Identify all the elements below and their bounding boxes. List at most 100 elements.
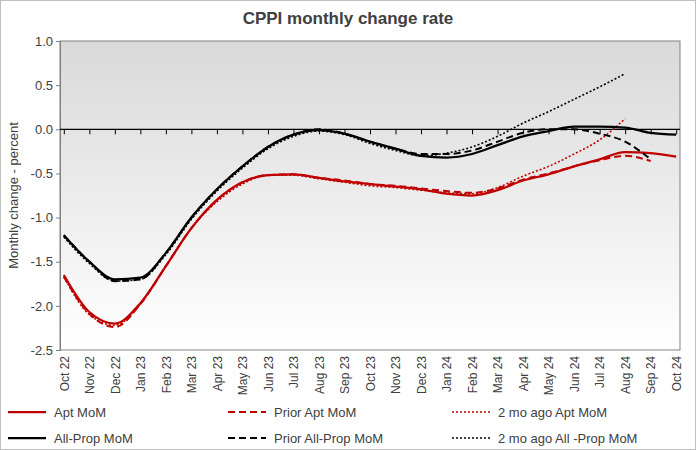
x-tick-mark (242, 129, 243, 134)
series-line (64, 119, 625, 326)
y-tick-label: 0.0 (35, 122, 53, 137)
x-tick-mark (166, 129, 167, 134)
x-tick-label: Apr 24 (517, 356, 531, 392)
legend-swatch (452, 437, 490, 439)
x-tick-mark (472, 129, 473, 134)
plot-area: -2.5-2.0-1.5-1.0-0.50.00.51.0Oct 22Nov 2… (31, 34, 684, 396)
y-tick-mark (56, 218, 60, 219)
x-tick-label: Oct 22 (58, 356, 72, 392)
legend-swatch (228, 437, 266, 439)
x-tick (268, 129, 269, 134)
x-tick-label: Mar 23 (185, 356, 199, 394)
y-tick-mark (56, 173, 60, 174)
y-tick: -2.5 (31, 343, 60, 358)
x-tick (676, 129, 677, 134)
x-tick-label-group: Dec 23 (415, 356, 429, 394)
x-tick-label: Apr 23 (211, 356, 225, 392)
x-tick-label-group: Sep 24 (644, 356, 658, 394)
x-tick-mark (191, 129, 192, 134)
x-tick-label-group: Nov 22 (83, 356, 97, 394)
x-tick-label: Jan 23 (134, 356, 148, 392)
y-tick-mark (56, 262, 60, 263)
legend-item: Prior Apt MoM (228, 405, 356, 420)
x-tick-mark (140, 129, 141, 134)
x-tick-mark (217, 129, 218, 134)
y-tick-mark (56, 129, 60, 130)
legend-label: 2 mo ago Apt MoM (498, 405, 607, 420)
x-tick-label-group: Jun 23 (262, 356, 276, 392)
x-tick-label-group: Nov 23 (389, 356, 403, 394)
legend-swatch (452, 411, 490, 413)
x-tick-label-group: Apr 23 (211, 356, 225, 392)
x-tick-label-group: Oct 23 (364, 356, 378, 392)
y-tick-label: 1.0 (35, 34, 53, 49)
y-tick-label: -1.0 (31, 210, 53, 225)
x-tick-mark (625, 129, 626, 134)
x-tick (89, 129, 90, 134)
y-tick-mark (56, 85, 60, 86)
y-axis-title: Monthly change - percent (6, 122, 21, 269)
legend-item: 2 mo ago Apt MoM (452, 405, 607, 420)
y-tick-label: 0.5 (35, 78, 53, 93)
series-line (64, 156, 651, 327)
x-tick (115, 129, 116, 134)
x-tick-label-group: Feb 23 (160, 356, 174, 394)
x-tick-label: May 23 (236, 356, 250, 396)
chart-title: CPPI monthly change rate (243, 9, 454, 28)
x-tick-mark (89, 129, 90, 134)
x-tick-label: Sep 24 (644, 356, 658, 394)
series-line (64, 129, 651, 281)
legend-item: All-Prop MoM (8, 431, 133, 446)
x-tick (396, 129, 397, 134)
x-tick (140, 129, 141, 134)
x-tick-mark (370, 129, 371, 134)
legend-item: 2 mo ago All -Prop MoM (452, 431, 637, 446)
x-tick-label: Dec 22 (109, 356, 123, 394)
series-line (64, 74, 625, 281)
x-tick-label: Nov 22 (83, 356, 97, 394)
x-tick (421, 129, 422, 134)
y-tick: -1.0 (31, 210, 60, 225)
legend-label: 2 mo ago All -Prop MoM (498, 431, 637, 446)
y-tick-mark (56, 350, 60, 351)
x-tick-label-group: Jan 24 (440, 356, 454, 392)
x-tick-label-group: Dec 22 (109, 356, 123, 394)
plot-background (60, 41, 680, 350)
x-tick-mark (447, 129, 448, 134)
y-tick-label: -2.5 (31, 343, 53, 358)
x-tick (191, 129, 192, 134)
y-tick: -1.5 (31, 254, 60, 269)
x-tick-label: Sep 23 (338, 356, 352, 394)
x-tick-label-group: May 24 (542, 356, 556, 396)
legend-swatch (228, 411, 266, 413)
x-tick-label: Aug 24 (619, 356, 633, 394)
plot-frame (60, 41, 680, 350)
chart: CPPI monthly change rate-2.5-2.0-1.5-1.0… (0, 0, 696, 450)
x-tick-label-group: Jan 23 (134, 356, 148, 392)
y-tick-mark (56, 306, 60, 307)
x-tick-label-group: Oct 24 (670, 356, 684, 392)
x-tick-label-group: Jun 24 (568, 356, 582, 392)
x-tick-mark (421, 129, 422, 134)
x-tick-label: Feb 24 (466, 356, 480, 394)
series-lines (64, 74, 676, 327)
x-tick-mark (64, 129, 65, 134)
x-tick-label-group: Feb 24 (466, 356, 480, 394)
legend-item: Apt MoM (8, 405, 106, 420)
x-tick-label-group: Apr 24 (517, 356, 531, 392)
y-axis: -2.5-2.0-1.5-1.0-0.50.00.51.0 (31, 34, 61, 358)
y-tick: 0.5 (35, 78, 60, 93)
x-tick-label-group: Jul 24 (593, 356, 607, 388)
x-tick (64, 129, 65, 134)
x-tick-mark (396, 129, 397, 134)
x-tick-label: Oct 24 (670, 356, 684, 392)
legend-label: Prior All-Prop MoM (274, 431, 383, 446)
x-tick-label: Jun 24 (568, 356, 582, 392)
x-tick-label: Aug 23 (313, 356, 327, 394)
x-tick-label-group: Mar 23 (185, 356, 199, 394)
x-tick-mark (268, 129, 269, 134)
y-tick: -0.5 (31, 166, 60, 181)
x-tick (217, 129, 218, 134)
x-tick-mark (498, 129, 499, 134)
x-tick (166, 129, 167, 134)
